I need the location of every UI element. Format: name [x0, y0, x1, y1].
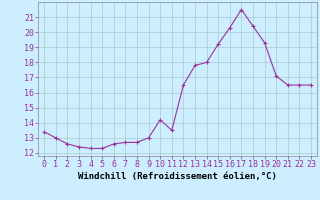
X-axis label: Windchill (Refroidissement éolien,°C): Windchill (Refroidissement éolien,°C) [78, 172, 277, 181]
